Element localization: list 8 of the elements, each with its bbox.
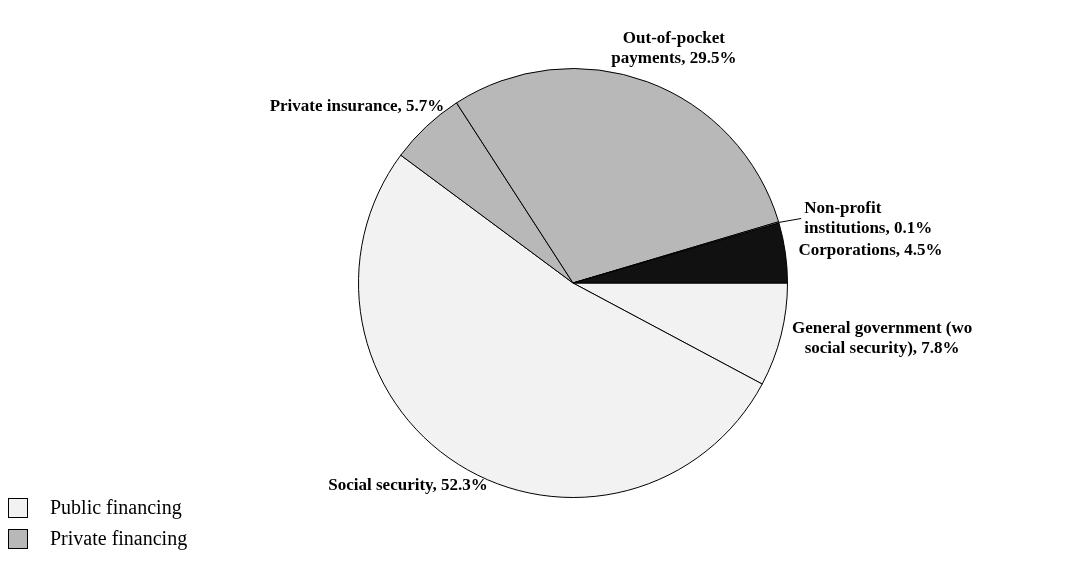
text: Public financing: [50, 496, 182, 519]
slice-label: Corporations, 4.5%: [798, 240, 943, 260]
slice-label: Out-of-pocket payments, 29.5%: [611, 28, 737, 68]
text: Private financing: [50, 527, 188, 550]
slice-label: Non-profit institutions, 0.1%: [804, 197, 933, 237]
slice-label: General government (wo social security), 7.8%: [791, 317, 973, 357]
slice-label: Private insurance, 5.7%: [269, 95, 445, 115]
slice-label: Social security, 52.3%: [328, 475, 488, 495]
